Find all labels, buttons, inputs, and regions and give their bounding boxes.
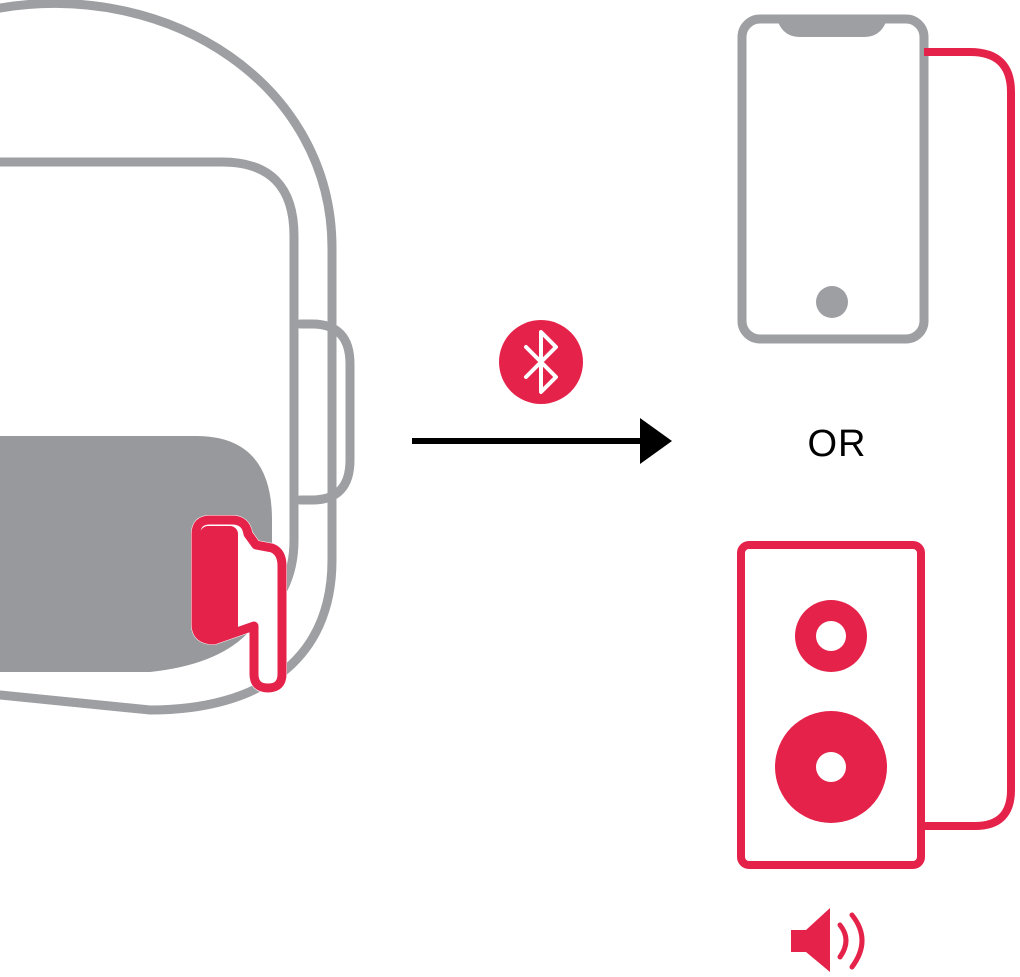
connection-cable	[924, 48, 1015, 830]
head-with-earbud-icon	[0, 0, 355, 715]
arrow-right-icon	[412, 418, 672, 464]
head-outer-outline	[0, 0, 337, 715]
volume-icon	[791, 908, 865, 972]
or-label: OR	[808, 423, 867, 465]
bluetooth-icon	[499, 320, 583, 404]
earbud-icon	[191, 515, 287, 694]
speaker-box-icon	[737, 541, 925, 869]
phone-icon	[737, 14, 929, 344]
ear-outline	[295, 319, 355, 505]
